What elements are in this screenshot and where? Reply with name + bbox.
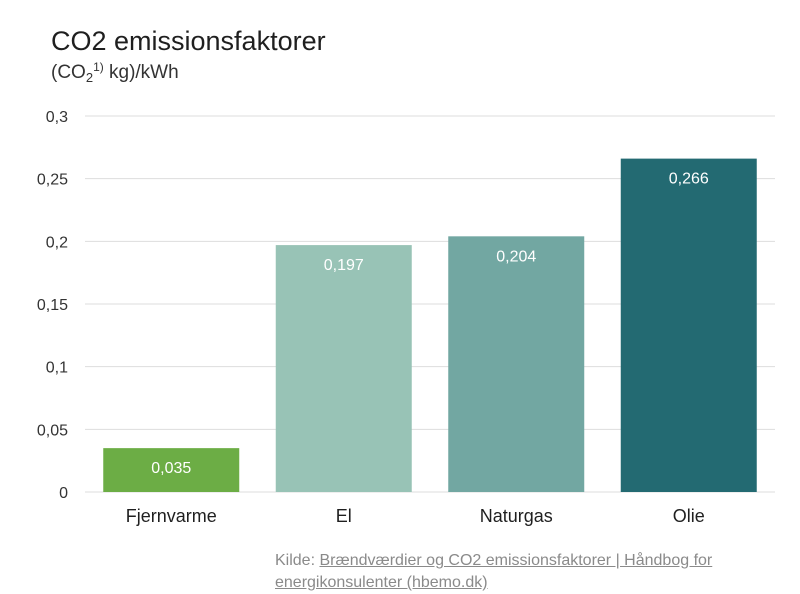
chart-subtitle: (CO21) kg)/kWh xyxy=(51,60,179,85)
bar-olie xyxy=(620,158,757,492)
x-tick-label: Fjernvarme xyxy=(126,506,217,526)
chart-title: CO2 emissionsfaktorer xyxy=(51,26,326,56)
subtitle-subscript: 2 xyxy=(85,70,94,85)
y-tick-label: 0,1 xyxy=(46,360,68,377)
subtitle-superscript: 1) xyxy=(93,60,104,74)
bars xyxy=(103,158,757,492)
source-link[interactable]: Brændværdier og CO2 emissionsfaktorer | … xyxy=(275,552,713,591)
bar-fjernvarme xyxy=(103,448,240,492)
bar-value-label: 0,204 xyxy=(496,248,536,265)
bar-value-labels: 0,035 0,197 0,204 0,266 xyxy=(151,171,709,478)
x-axis-ticks: Fjernvarme El Naturgas Olie xyxy=(126,506,705,526)
subtitle-text-close: kg)/kWh xyxy=(103,62,179,83)
y-tick-label: 0,05 xyxy=(37,422,68,439)
x-tick-label: Naturgas xyxy=(480,506,553,526)
source-prefix: Kilde: xyxy=(275,552,320,569)
subtitle-text-open: (CO xyxy=(51,62,86,83)
y-tick-label: 0,3 xyxy=(46,109,68,126)
bar-el xyxy=(275,245,412,492)
source-note: Kilde: Brændværdier og CO2 emissionsfakt… xyxy=(275,550,795,594)
bar-value-label: 0,035 xyxy=(151,460,191,477)
y-tick-label: 0,15 xyxy=(37,297,68,314)
y-tick-label: 0,25 xyxy=(37,172,68,189)
x-tick-label: Olie xyxy=(673,506,705,526)
bar-value-label: 0,266 xyxy=(669,171,709,188)
y-tick-label: 0,2 xyxy=(46,234,68,251)
bar-naturgas xyxy=(448,236,585,492)
bar-value-label: 0,197 xyxy=(324,257,364,274)
y-axis-ticks: 0 0,05 0,1 0,15 0,2 0,25 0,3 xyxy=(37,109,68,502)
x-tick-label: El xyxy=(336,506,352,526)
y-tick-label: 0 xyxy=(59,485,68,502)
